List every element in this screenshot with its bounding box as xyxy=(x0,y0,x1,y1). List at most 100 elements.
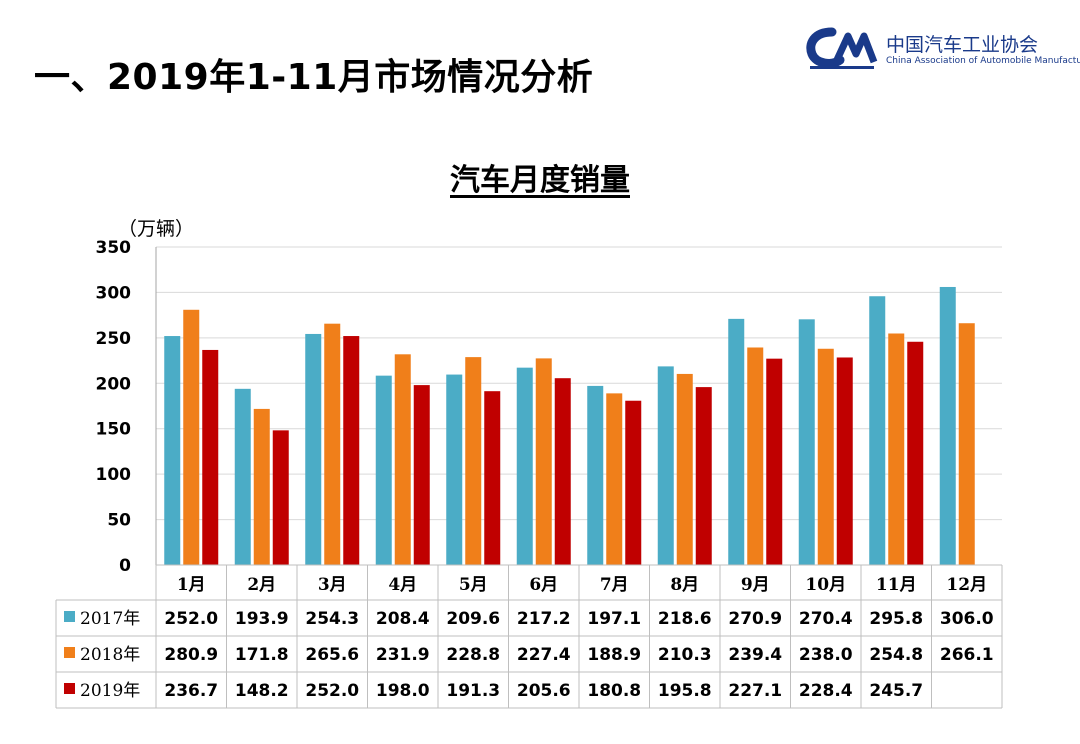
table-cell: 265.6 xyxy=(305,645,359,665)
table-cell: 254.8 xyxy=(869,645,923,665)
bar-2018年-12月 xyxy=(958,323,975,565)
bar-2019年-5月 xyxy=(484,391,501,565)
table-cell: 193.9 xyxy=(235,609,289,629)
table-cell: 252.0 xyxy=(164,609,218,629)
bar-2017年-4月 xyxy=(375,375,392,565)
table-cell: 210.3 xyxy=(658,645,712,665)
table-cell: 180.8 xyxy=(587,681,641,701)
chart-title: 汽车月度销量 xyxy=(450,163,630,198)
bar-2018年-2月 xyxy=(253,408,270,565)
table-cell: 209.6 xyxy=(446,609,500,629)
bar-2017年-1月 xyxy=(164,336,181,565)
table-cell: 254.3 xyxy=(305,609,359,629)
bar-2017年-6月 xyxy=(516,367,533,565)
bar-2018年-6月 xyxy=(535,358,552,565)
y-tick-label: 150 xyxy=(96,420,132,440)
bar-2017年-11月 xyxy=(869,296,886,565)
bar-2018年-9月 xyxy=(747,347,764,565)
x-category-label: 9月 xyxy=(741,575,770,595)
table-cell: 195.8 xyxy=(658,681,712,701)
legend-swatch-2017年 xyxy=(64,611,75,622)
y-tick-label: 250 xyxy=(96,329,132,349)
table-cell: 280.9 xyxy=(164,645,218,665)
x-category-label: 11月 xyxy=(876,575,917,595)
bar-2019年-10月 xyxy=(836,357,853,565)
caam-logo-mark xyxy=(806,27,878,69)
caam-logo: 中国汽车工业协会 China Association of Automobile… xyxy=(806,24,1080,80)
x-category-label: 2月 xyxy=(247,575,276,595)
bar-2018年-10月 xyxy=(817,348,834,565)
bar-2019年-1月 xyxy=(202,349,219,565)
x-category-label: 4月 xyxy=(388,575,417,595)
x-category-label: 5月 xyxy=(459,575,488,595)
table-cell: 197.1 xyxy=(587,609,641,629)
table-cell: 205.6 xyxy=(517,681,571,701)
x-category-label: 12月 xyxy=(946,575,987,595)
logo-en-name: China Association of Automobile Manufact… xyxy=(886,56,1080,66)
bar-2019年-3月 xyxy=(343,336,360,565)
bar-2019年-8月 xyxy=(695,387,712,565)
bar-2019年-4月 xyxy=(413,385,430,565)
table-cell: 208.4 xyxy=(376,609,430,629)
table-cell: 245.7 xyxy=(869,681,923,701)
bar-2017年-12月 xyxy=(939,286,956,565)
table-cell: 148.2 xyxy=(235,681,289,701)
table-cell: 306.0 xyxy=(940,609,994,629)
table-cell: 228.8 xyxy=(446,645,500,665)
page-title: 一、2019年1-11月市场情况分析 xyxy=(34,57,594,98)
bar-2019年-11月 xyxy=(907,341,924,565)
table-cell: 231.9 xyxy=(376,645,430,665)
bar-2018年-11月 xyxy=(888,333,905,565)
table-cell: 188.9 xyxy=(587,645,641,665)
table-cell: 266.1 xyxy=(940,645,994,665)
table-cell: 227.4 xyxy=(517,645,571,665)
x-category-label: 8月 xyxy=(670,575,699,595)
table-cell: 218.6 xyxy=(658,609,712,629)
table-cell: 238.0 xyxy=(799,645,853,665)
table-cell: 236.7 xyxy=(164,681,218,701)
y-axis-unit-label: （万辆） xyxy=(118,218,195,240)
y-tick-label: 350 xyxy=(96,238,132,258)
table-cell: 227.1 xyxy=(728,681,782,701)
bar-2018年-4月 xyxy=(394,354,411,565)
bar-2019年-6月 xyxy=(554,378,571,565)
table-cell: 191.3 xyxy=(446,681,500,701)
bar-2019年-7月 xyxy=(625,400,642,565)
table-cell: 295.8 xyxy=(869,609,923,629)
y-tick-label: 200 xyxy=(96,374,132,394)
bar-2019年-2月 xyxy=(272,430,289,565)
table-cell: 270.9 xyxy=(728,609,782,629)
table-cell: 198.0 xyxy=(376,681,430,701)
bar-2017年-8月 xyxy=(657,366,674,565)
bar-2017年-7月 xyxy=(587,385,604,565)
x-category-label: 1月 xyxy=(177,575,206,595)
legend-swatch-2018年 xyxy=(64,647,75,658)
x-category-label: 3月 xyxy=(318,575,347,595)
bar-2019年-9月 xyxy=(766,358,783,565)
x-category-label: 6月 xyxy=(529,575,558,595)
bar-2017年-5月 xyxy=(446,374,463,565)
bar-2018年-5月 xyxy=(465,357,482,565)
table-cell: 270.4 xyxy=(799,609,853,629)
y-tick-label: 50 xyxy=(107,511,131,531)
table-cell: 228.4 xyxy=(799,681,853,701)
bar-2017年-2月 xyxy=(234,388,251,565)
bar-2017年-9月 xyxy=(728,318,745,565)
x-category-label: 7月 xyxy=(600,575,629,595)
legend-swatch-2019年 xyxy=(64,683,75,694)
y-tick-label: 0 xyxy=(119,556,131,576)
legend-label: 2017年 xyxy=(80,609,140,629)
legend-label: 2019年 xyxy=(80,681,140,701)
bar-2017年-3月 xyxy=(305,333,322,565)
bar-2018年-8月 xyxy=(676,373,693,565)
bar-2018年-1月 xyxy=(183,309,200,565)
table-cell: 239.4 xyxy=(728,645,782,665)
bar-2017年-10月 xyxy=(798,319,815,565)
table-cell: 217.2 xyxy=(517,609,571,629)
legend-label: 2018年 xyxy=(80,645,140,665)
logo-cn-name: 中国汽车工业协会 xyxy=(886,34,1039,56)
x-category-label: 10月 xyxy=(805,575,846,595)
bar-2018年-7月 xyxy=(606,393,623,565)
y-tick-label: 300 xyxy=(96,283,132,303)
